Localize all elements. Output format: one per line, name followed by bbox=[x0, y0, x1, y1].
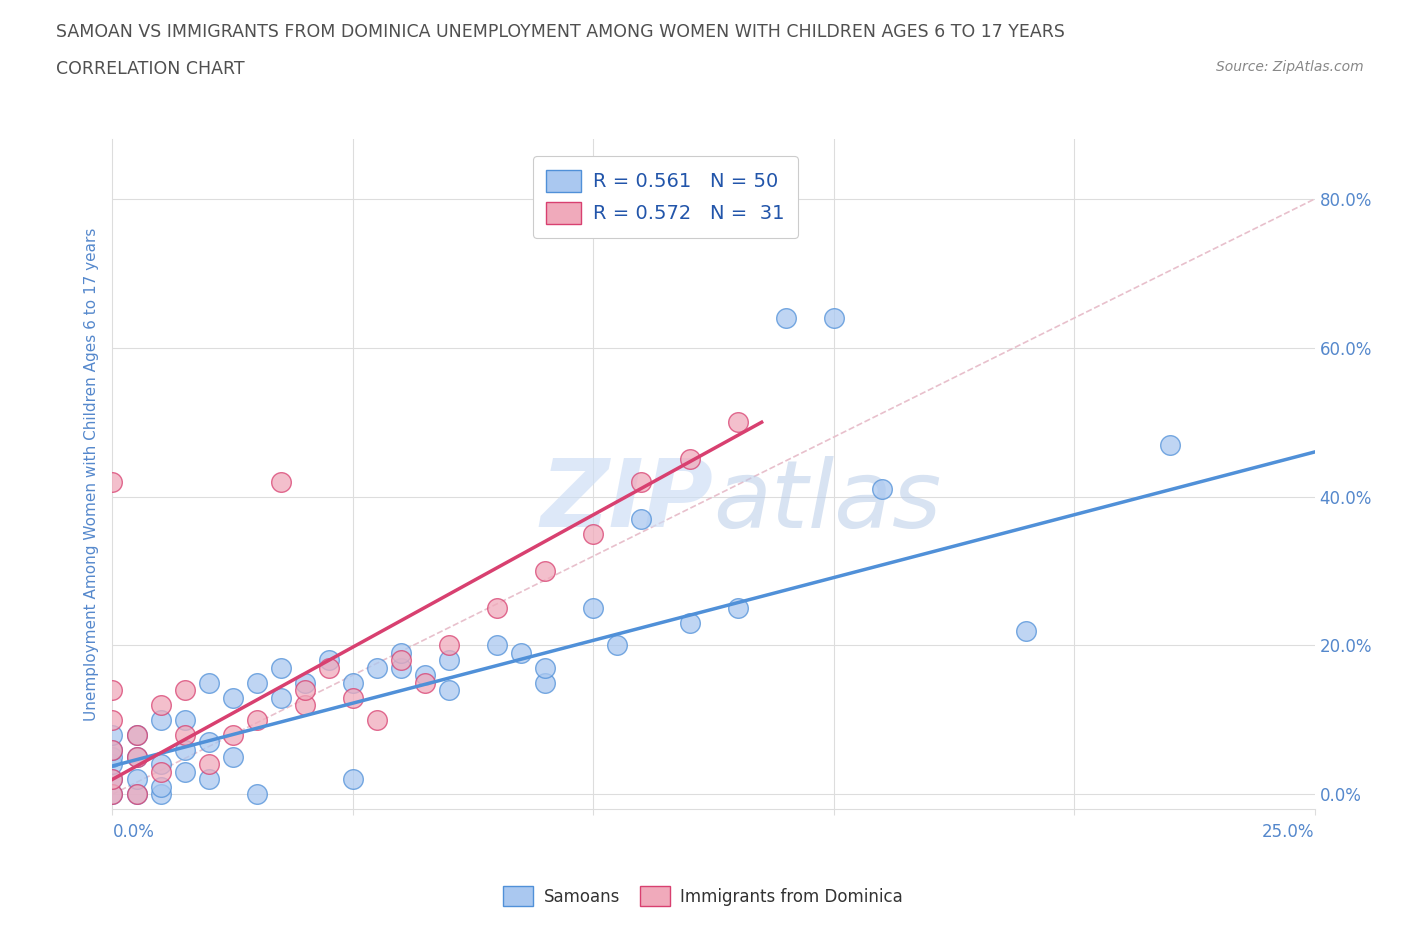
Point bbox=[775, 311, 797, 325]
Point bbox=[125, 772, 148, 787]
Point bbox=[630, 474, 652, 489]
Point bbox=[101, 772, 124, 787]
Point bbox=[534, 675, 557, 690]
Point bbox=[727, 601, 749, 616]
Y-axis label: Unemployment Among Women with Children Ages 6 to 17 years: Unemployment Among Women with Children A… bbox=[83, 228, 98, 721]
Point bbox=[101, 757, 124, 772]
Point bbox=[294, 675, 316, 690]
Point bbox=[149, 712, 172, 727]
Point bbox=[173, 727, 195, 742]
Point bbox=[149, 787, 172, 802]
Point bbox=[101, 772, 124, 787]
Text: ZIP: ZIP bbox=[541, 455, 713, 547]
Point bbox=[294, 683, 316, 698]
Point bbox=[342, 675, 364, 690]
Point bbox=[606, 638, 628, 653]
Text: SAMOAN VS IMMIGRANTS FROM DOMINICA UNEMPLOYMENT AMONG WOMEN WITH CHILDREN AGES 6: SAMOAN VS IMMIGRANTS FROM DOMINICA UNEMP… bbox=[56, 23, 1066, 41]
Point bbox=[173, 712, 195, 727]
Point bbox=[534, 660, 557, 675]
Point bbox=[149, 764, 172, 779]
Point bbox=[630, 512, 652, 526]
Point bbox=[222, 750, 245, 764]
Text: CORRELATION CHART: CORRELATION CHART bbox=[56, 60, 245, 78]
Point bbox=[437, 638, 460, 653]
Point bbox=[246, 712, 269, 727]
Point bbox=[101, 742, 124, 757]
Point bbox=[173, 742, 195, 757]
Point bbox=[149, 698, 172, 712]
Point bbox=[389, 645, 412, 660]
Point bbox=[342, 690, 364, 705]
Point bbox=[173, 764, 195, 779]
Point bbox=[125, 727, 148, 742]
Point bbox=[222, 690, 245, 705]
Point bbox=[1015, 623, 1038, 638]
Text: atlas: atlas bbox=[713, 456, 942, 547]
Point bbox=[486, 601, 509, 616]
Legend: R = 0.561   N = 50, R = 0.572   N =  31: R = 0.561 N = 50, R = 0.572 N = 31 bbox=[533, 156, 799, 238]
Point bbox=[413, 675, 436, 690]
Text: Source: ZipAtlas.com: Source: ZipAtlas.com bbox=[1216, 60, 1364, 74]
Point bbox=[342, 772, 364, 787]
Point bbox=[270, 474, 292, 489]
Point bbox=[197, 772, 219, 787]
Text: 25.0%: 25.0% bbox=[1263, 823, 1315, 841]
Point bbox=[222, 727, 245, 742]
Point bbox=[366, 660, 388, 675]
Point bbox=[197, 735, 219, 750]
Point bbox=[125, 750, 148, 764]
Point bbox=[246, 787, 269, 802]
Point bbox=[486, 638, 509, 653]
Point bbox=[101, 474, 124, 489]
Point bbox=[510, 645, 533, 660]
Point bbox=[149, 757, 172, 772]
Point bbox=[318, 653, 340, 668]
Point bbox=[197, 675, 219, 690]
Point bbox=[678, 452, 700, 467]
Point bbox=[101, 787, 124, 802]
Point bbox=[437, 653, 460, 668]
Point bbox=[270, 660, 292, 675]
Point bbox=[437, 683, 460, 698]
Point bbox=[101, 787, 124, 802]
Point bbox=[823, 311, 845, 325]
Point bbox=[125, 750, 148, 764]
Point bbox=[294, 698, 316, 712]
Point bbox=[125, 727, 148, 742]
Point bbox=[318, 660, 340, 675]
Point bbox=[149, 779, 172, 794]
Point bbox=[727, 415, 749, 430]
Point bbox=[870, 482, 893, 497]
Point bbox=[101, 727, 124, 742]
Point bbox=[582, 526, 605, 541]
Point bbox=[197, 757, 219, 772]
Point bbox=[678, 616, 700, 631]
Point bbox=[125, 787, 148, 802]
Point bbox=[582, 601, 605, 616]
Point bbox=[270, 690, 292, 705]
Point bbox=[389, 660, 412, 675]
Point bbox=[1159, 437, 1181, 452]
Point bbox=[101, 712, 124, 727]
Text: 0.0%: 0.0% bbox=[112, 823, 155, 841]
Point bbox=[101, 742, 124, 757]
Point bbox=[125, 787, 148, 802]
Point bbox=[366, 712, 388, 727]
Point bbox=[413, 668, 436, 683]
Legend: Samoans, Immigrants from Dominica: Samoans, Immigrants from Dominica bbox=[496, 880, 910, 912]
Point bbox=[173, 683, 195, 698]
Point bbox=[101, 750, 124, 764]
Point bbox=[246, 675, 269, 690]
Point bbox=[534, 564, 557, 578]
Point bbox=[101, 683, 124, 698]
Point bbox=[389, 653, 412, 668]
